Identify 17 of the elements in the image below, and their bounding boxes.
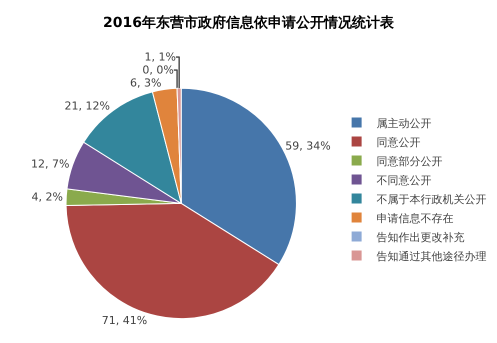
text: 0, 0%	[142, 64, 174, 77]
data-label: 21, 12%	[64, 100, 110, 113]
data-label: 71, 41%	[102, 314, 148, 327]
data-label: 12, 7%	[31, 157, 70, 170]
legend-label: 同意公开	[376, 136, 421, 149]
data-label: 1, 1%	[144, 50, 176, 64]
legend-label: 告知作出更改补充	[376, 230, 465, 244]
legend-label: 不同意公开	[376, 174, 432, 187]
legend-label: 告知通过其他途径办理	[376, 250, 487, 263]
legend-label: 申请信息不存在	[376, 212, 454, 225]
chart-title: 2016年东营市政府信息依申请公开情况统计表	[103, 14, 395, 31]
data-label: 6, 3%	[130, 76, 162, 90]
legend-label: 属主动公开	[376, 116, 432, 130]
legend-label: 同意部分公开	[376, 154, 443, 168]
data-label: 4, 2%	[32, 190, 63, 204]
data-label: 59, 34%	[285, 140, 331, 153]
legend-label: 不属于本行政机关公开	[376, 192, 487, 206]
